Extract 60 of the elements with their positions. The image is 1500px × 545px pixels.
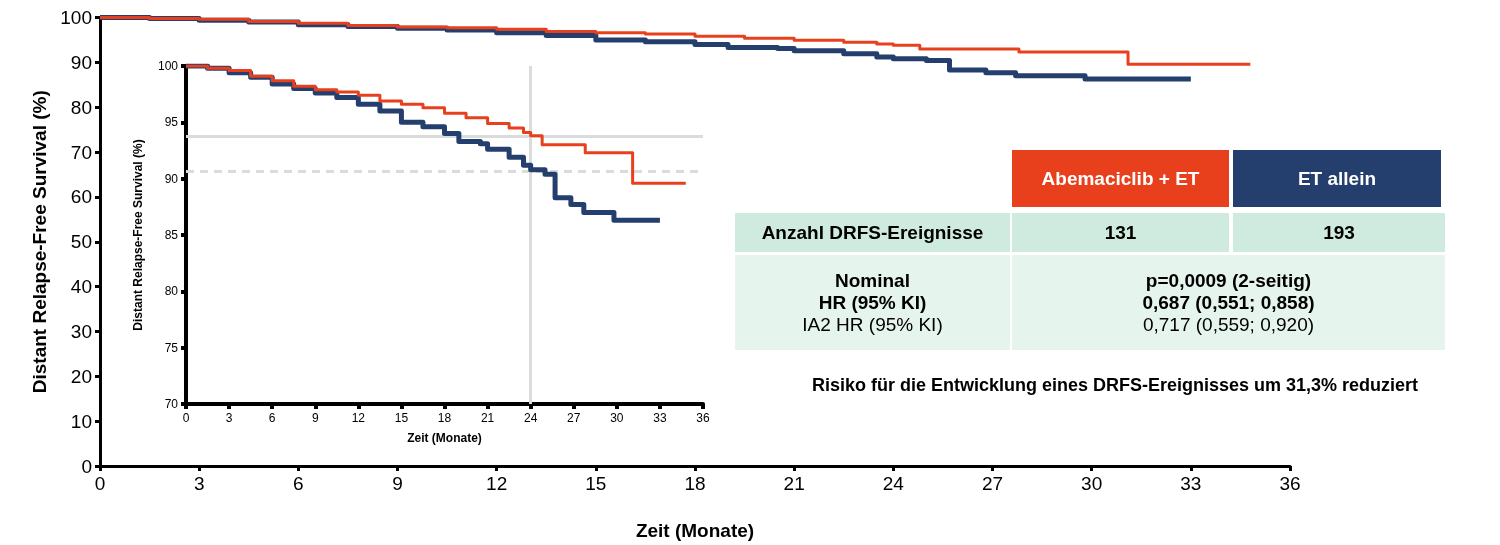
y-tick-label: 0 xyxy=(81,455,92,477)
annotation: Risiko für die Entwicklung eines DRFS-Ereignisses um 31,3% reduziert xyxy=(810,373,1420,397)
y-tick-label: 70 xyxy=(164,397,179,411)
y-tick-label: 85 xyxy=(164,228,179,242)
y-tick-label: 80 xyxy=(70,96,92,118)
x-tick-label: 21 xyxy=(480,411,495,425)
y-axis-title: Distant Relapse-Free Survival (%) xyxy=(29,90,51,394)
y-tick-label: 50 xyxy=(70,231,92,253)
x-tick-label: 27 xyxy=(981,473,1004,494)
y-axis-title: Distant Relapse-Free Survival (%) xyxy=(131,139,145,331)
annotation: 131 xyxy=(1012,213,1229,252)
annotation: Nominal xyxy=(835,269,910,292)
x-tick-label: 6 xyxy=(268,411,276,425)
y-tick-label: 10 xyxy=(70,410,92,432)
text: Abemaciclib + ET xyxy=(1041,167,1200,189)
x-tick-label: 33 xyxy=(1180,473,1202,494)
y-tick-label: 40 xyxy=(70,276,92,298)
y-tick-label: 95 xyxy=(164,115,179,130)
x-tick-label: 0 xyxy=(94,473,106,494)
y-tick-label: 90 xyxy=(70,51,92,73)
x-tick-label: 9 xyxy=(311,411,319,425)
x-axis-title: Zeit (Monate) xyxy=(407,431,482,445)
x-tick-label: 21 xyxy=(783,473,805,494)
x-tick-label: 36 xyxy=(696,411,710,425)
annotation: 0,717 (0,559; 0,920) xyxy=(1142,313,1315,336)
x-tick-label: 24 xyxy=(523,411,538,425)
x-tick-label: 3 xyxy=(225,411,233,425)
annotation: Anzahl DRFS-Ereignisse xyxy=(735,213,1010,252)
x-tick-label: 18 xyxy=(437,411,452,425)
annotation: p=0,0009 (2-seitig) xyxy=(1145,269,1312,292)
x-tick-label: 36 xyxy=(1279,473,1301,494)
text: 193 xyxy=(1233,213,1445,252)
x-tick-label: 9 xyxy=(392,473,403,494)
x-tick-label: 27 xyxy=(567,411,581,425)
annotation: IA2 HR (95% KI) xyxy=(802,313,943,336)
y-tick-label: 70 xyxy=(70,141,92,163)
x-tick-label: 18 xyxy=(684,473,706,494)
x-tick-label: 15 xyxy=(585,473,607,494)
y-tick-label: 100 xyxy=(60,7,92,28)
y-tick-label: 100 xyxy=(157,59,179,73)
x-tick-label: 6 xyxy=(293,473,304,494)
text: ET allein xyxy=(1297,167,1377,189)
x-tick-label: 12 xyxy=(486,473,508,494)
y-tick-label: 20 xyxy=(70,365,92,387)
y-tick-label: 80 xyxy=(164,284,179,299)
x-tick-label: 0 xyxy=(182,411,190,425)
x-tick-label: 30 xyxy=(1081,473,1103,494)
annotation: HR (95% KI) xyxy=(818,291,927,314)
x-tick-label: 3 xyxy=(193,473,205,494)
x-tick-label: 33 xyxy=(653,411,667,425)
x-tick-label: 30 xyxy=(610,411,624,425)
y-tick-label: 75 xyxy=(164,340,179,355)
x-tick-label: 12 xyxy=(351,411,366,425)
y-tick-label: 30 xyxy=(70,320,92,342)
x-axis-title: Zeit (Monate) xyxy=(635,520,755,541)
annotation: 0,687 (0,551; 0,858) xyxy=(1142,291,1315,314)
y-tick-label: 90 xyxy=(164,171,179,186)
x-tick-label: 15 xyxy=(394,411,409,425)
x-tick-label: 24 xyxy=(882,473,905,494)
y-tick-label: 60 xyxy=(70,186,92,208)
